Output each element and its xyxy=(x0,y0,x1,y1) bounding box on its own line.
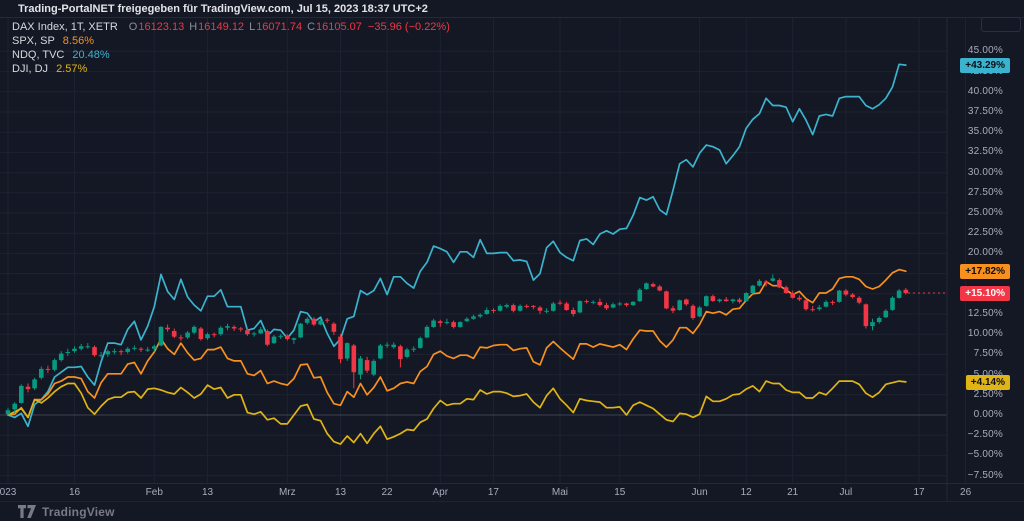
time-scale-label: 15 xyxy=(614,487,626,498)
price-scale-label: −2.50% xyxy=(967,429,1003,441)
price-scale-label: 0.00% xyxy=(973,409,1003,420)
compare-value: 20.48% xyxy=(72,49,110,61)
price-scale-label: 40.00% xyxy=(967,85,1003,97)
price-scale-label: 5.00% xyxy=(974,369,1003,380)
time-scale-label: Jul xyxy=(839,487,853,498)
price-scale-label: 2.50% xyxy=(973,388,1003,400)
time-scale-label: 16 xyxy=(68,487,81,498)
time-scale-label: Feb xyxy=(145,487,163,498)
tradingview-logo-icon[interactable] xyxy=(18,505,36,518)
time-scale-label: 26 xyxy=(960,487,972,498)
legend-compare-row-spx[interactable]: SPX, SP 8.56% xyxy=(12,35,450,48)
last-value-badge: +43.29% xyxy=(960,58,1010,74)
price-scale-label: 32.50% xyxy=(967,146,1003,158)
attribution-bar: TradingView xyxy=(0,501,1024,521)
tradingview-brand-text[interactable]: TradingView xyxy=(42,504,115,519)
legend-main-row[interactable]: DAX Index, 1T, XETR O16123.13 H16149.12 L16… xyxy=(12,21,450,34)
time-scale-label: 13 xyxy=(334,487,347,498)
time-scale-label: 13 xyxy=(201,487,214,498)
price-scale-label: 7.50% xyxy=(973,348,1003,360)
time-scale[interactable]: 023 16 Feb 13 Mrz 13 22 Apr 17 Mai 15 Jun 12 21 Jul 17 2… xyxy=(0,483,1024,501)
attribution-title: Trading-PortalNET freigegeben für Tradin… xyxy=(18,3,428,15)
change-value: −35.96 (−0.22%) xyxy=(367,21,450,33)
open-key: O xyxy=(128,21,138,33)
last-value-badge: +4.14% xyxy=(965,374,1010,390)
price-scale-label: 45.00% xyxy=(967,45,1003,57)
low-key: L xyxy=(249,21,256,33)
legend-compare-row-ndq[interactable]: NDQ, TVC 20.48% xyxy=(12,49,450,62)
price-scale-label: −7.50% xyxy=(967,469,1003,481)
compare-value: 8.56% xyxy=(62,35,94,47)
open-value: 16123.13 xyxy=(138,21,185,33)
compare-symbol-label: SPX, SP xyxy=(12,35,55,47)
main-symbol-label: DAX Index, 1T, XETR xyxy=(12,21,118,33)
price-scale-label: 37.50% xyxy=(967,106,1003,117)
time-scale-label: Mrz xyxy=(278,487,296,498)
price-scale[interactable]: 45.00%42.50%40.00%37.50%35.00%32.50%30.0… xyxy=(947,17,1024,500)
time-scale-label: Jun xyxy=(691,487,708,498)
time-scale-label: Mai xyxy=(551,487,568,498)
time-scale-label: 22 xyxy=(381,487,393,498)
price-scale-label: 30.00% xyxy=(967,166,1003,178)
last-value-badge: +17.82% xyxy=(960,264,1010,279)
high-key: H xyxy=(189,21,198,33)
compare-symbol-label: NDQ, TVC xyxy=(12,49,65,61)
price-scale-label: 35.00% xyxy=(967,126,1003,138)
close-value: 16105.07 xyxy=(316,21,362,33)
price-scale-label: 10.00% xyxy=(967,328,1003,340)
price-scale-button[interactable] xyxy=(981,17,1021,32)
time-scale-label: 17 xyxy=(487,487,499,498)
time-scale-label: 17 xyxy=(913,487,925,498)
chart-legend: DAX Index, 1T, XETR O16123.13 H16149.12 L16… xyxy=(12,21,450,77)
price-scale-label: 20.00% xyxy=(967,247,1003,259)
last-value-badge: +15.10% xyxy=(960,285,1010,301)
price-scale-label: 22.50% xyxy=(967,227,1003,239)
time-scale-label: 21 xyxy=(787,487,799,498)
low-value: 16071.74 xyxy=(256,21,303,33)
price-scale-label: −5.00% xyxy=(967,449,1003,461)
header-bar: Trading-PortalNET freigegeben für Tradin… xyxy=(0,0,1024,18)
compare-symbol-label: DJI, DJ xyxy=(12,63,49,75)
legend-compare-row-dji[interactable]: DJI, DJ 2.57% xyxy=(12,63,450,76)
time-scale-label: 023 xyxy=(0,487,17,498)
time-scale-label: 12 xyxy=(740,487,752,498)
price-scale-label: 27.50% xyxy=(967,186,1003,198)
time-scale-label: Apr xyxy=(432,487,449,498)
close-key: C xyxy=(307,21,316,33)
compare-value: 2.57% xyxy=(56,63,88,75)
price-scale-label: 25.00% xyxy=(967,207,1003,218)
high-value: 16149.12 xyxy=(198,21,245,33)
price-scale-label: 12.50% xyxy=(967,308,1003,319)
